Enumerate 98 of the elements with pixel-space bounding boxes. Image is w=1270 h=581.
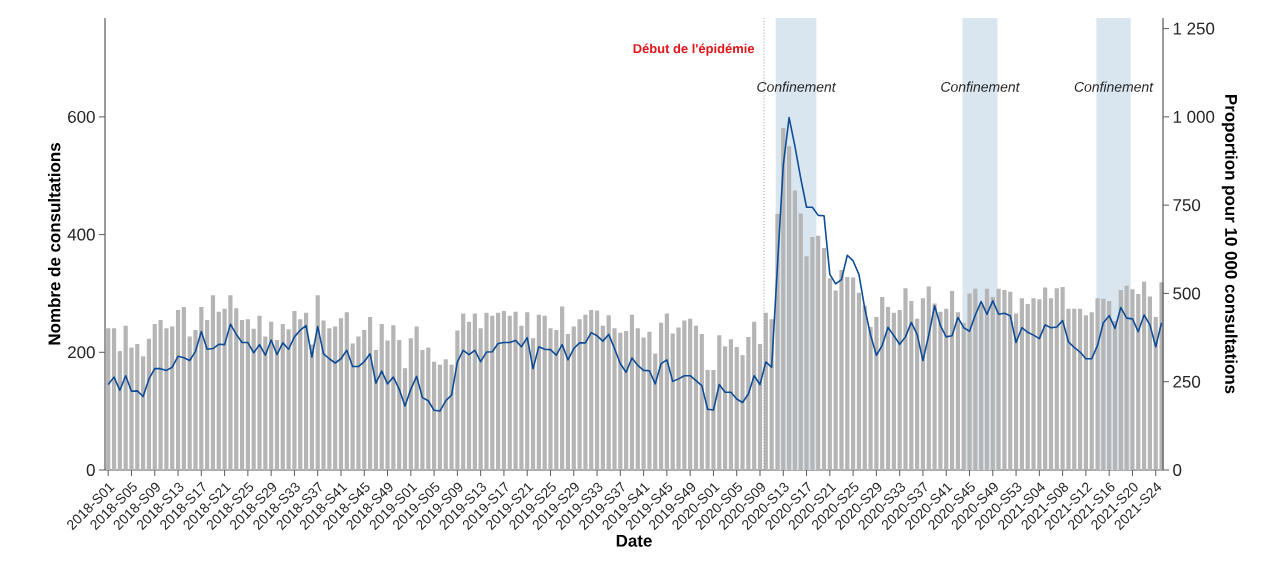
y2-tick-label: 0 [1173,464,1182,476]
bar [688,318,693,470]
bar [560,306,565,470]
bar [990,296,995,470]
line-series [107,116,1163,412]
y-axis-title: Nombre de consultations [47,143,61,345]
y-tick-label: 0 [86,464,95,476]
bar [600,325,605,470]
y2-tick-label: 250 [1173,375,1201,388]
y2-tick-label: 1 000 [1173,110,1215,123]
bar [1054,288,1059,470]
bar [821,248,827,470]
bar [117,351,122,470]
bar [891,312,896,470]
bar [402,368,408,470]
y2-tick-label: 750 [1173,199,1201,212]
y-tick-label: 600 [68,110,95,123]
bar [170,326,175,470]
bar [530,338,536,470]
bar [658,322,664,470]
bar [367,316,373,470]
bar [955,312,960,470]
bar [210,295,216,470]
bar [333,326,338,470]
bar [111,328,117,470]
bar [344,312,349,470]
bar [525,312,530,470]
bar [792,190,798,470]
bar [1107,301,1112,470]
bar [594,310,600,470]
bar [880,296,885,470]
bar [984,288,990,470]
bar [664,313,669,470]
bar [851,277,856,470]
bar [303,312,309,470]
bar [920,298,926,470]
bar [175,309,181,470]
bar [752,321,757,470]
bar [565,334,571,470]
bar [141,356,146,470]
bar [885,306,891,470]
y2-tick-label: 500 [1173,287,1201,300]
bar [1013,313,1019,470]
annotation: Début de l'épidémie [633,43,755,56]
bar [757,344,763,470]
bar [216,311,221,470]
bar [181,306,186,470]
bar [274,339,280,470]
bar [496,312,501,470]
x-axis-title: Date [616,534,652,547]
bar [205,319,210,470]
bar [437,364,443,470]
bar [280,324,285,470]
bar [856,292,862,470]
annotation: Confinement [941,81,1020,92]
bar [397,339,402,470]
bar [1083,315,1088,470]
bar [146,338,152,470]
bar [693,325,699,470]
annotation: Confinement [757,81,837,92]
bar [699,334,704,470]
bar [269,321,274,470]
y2-axis-title: Proportion pour 10 000 consultations [1221,95,1238,394]
bar [1142,281,1147,470]
y2-tick-label: 1 250 [1173,22,1215,35]
bar [338,318,344,470]
bar [624,331,629,470]
bar [106,328,111,470]
y-tick-label: 400 [67,228,95,241]
bar [239,319,245,470]
bar [722,346,728,470]
bar [979,304,984,470]
bar [787,146,792,470]
bar [728,339,733,470]
bar [408,338,413,470]
bar [472,313,477,470]
bar [827,278,832,470]
bar [629,314,635,470]
bar [432,361,437,470]
bar [1048,298,1054,470]
bar [1118,289,1123,470]
annotation: Confinement [1074,81,1154,92]
bar [536,314,541,470]
bar [1019,298,1024,470]
bar [466,321,472,470]
bar [949,291,955,470]
bar [915,318,920,470]
y-tick-label: 200 [68,346,95,359]
bar [1077,308,1083,470]
bar [635,328,640,470]
bar [245,319,250,470]
bar [1112,321,1118,470]
bar [501,311,507,470]
bar [1043,287,1048,470]
bar [461,313,466,470]
bar [816,235,821,470]
bar [373,349,378,470]
bar [1147,296,1153,470]
